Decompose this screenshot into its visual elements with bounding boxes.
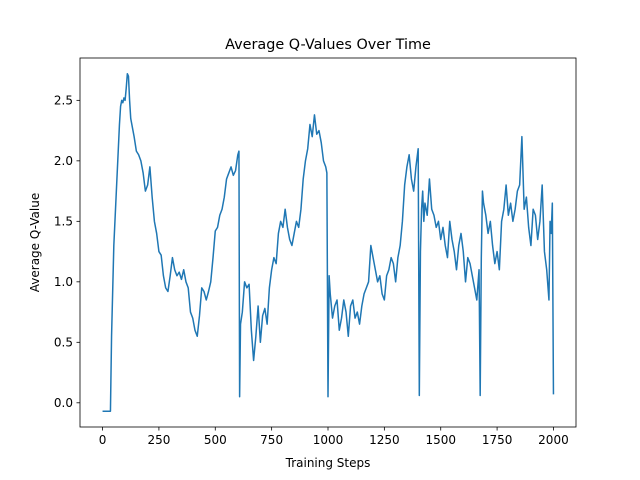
- y-tick-label: 1.5: [54, 215, 73, 229]
- plot-area: [102, 72, 555, 413]
- x-axis-label: Training Steps: [285, 456, 371, 470]
- x-tick-label: 750: [260, 433, 283, 447]
- x-tick-label: 1000: [313, 433, 344, 447]
- y-tick-label: 2.5: [54, 94, 73, 108]
- y-tick-label: 2.0: [54, 154, 73, 168]
- x-tick-label: 2000: [538, 433, 569, 447]
- y-axis: 0.0 0.5 1.0 1.5 2.0 2.5: [54, 94, 80, 410]
- series-line-0: [102, 72, 555, 413]
- y-tick-label: 0.0: [54, 396, 73, 410]
- x-tick-label: 1250: [369, 433, 400, 447]
- axes-frame: [79, 57, 577, 428]
- x-tick-label: 250: [147, 433, 170, 447]
- x-tick-label: 1500: [425, 433, 456, 447]
- x-tick-label: 0: [99, 433, 107, 447]
- y-tick-label: 1.0: [54, 275, 73, 289]
- chart-title: Average Q-Values Over Time: [225, 37, 431, 53]
- y-axis-label: Average Q-Value: [28, 193, 42, 292]
- x-tick-label: 1750: [482, 433, 513, 447]
- x-tick-label: 500: [204, 433, 227, 447]
- x-axis: 0 250 500 750 1000 1250 1500 1750 2000: [99, 427, 569, 447]
- y-tick-label: 0.5: [54, 336, 73, 350]
